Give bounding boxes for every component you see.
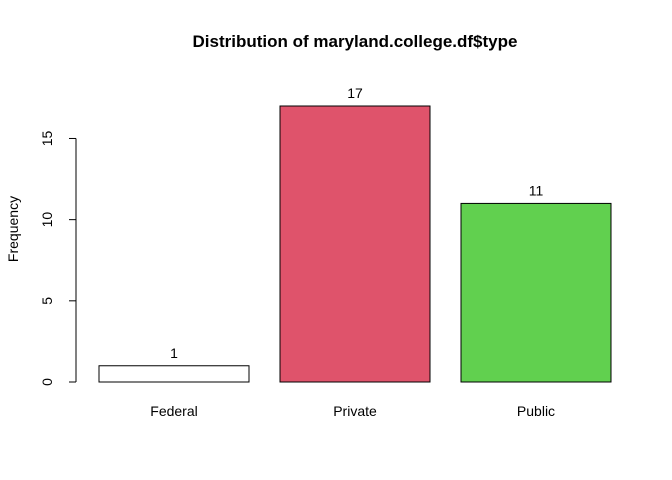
x-tick-label-private: Private [333, 403, 377, 419]
bars [98, 105, 612, 383]
bar-private [279, 105, 431, 383]
y-tick-label: 10 [39, 212, 55, 228]
bar-value-label-federal: 1 [170, 345, 178, 361]
y-ticks: 0 5 10 15 [39, 130, 76, 386]
y-tick-label: 15 [39, 130, 55, 146]
bar-public [460, 202, 612, 383]
y-tick-label: 0 [39, 378, 55, 386]
x-tick-label-public: Public [517, 403, 555, 419]
x-tick-labels: Federal Private Public [150, 403, 555, 419]
bar-federal [98, 365, 250, 383]
chart-title: Distribution of maryland.college.df$type [193, 32, 518, 51]
y-tick-label: 5 [39, 297, 55, 305]
bar-value-label-private: 17 [347, 85, 363, 101]
bar-value-label-public: 11 [529, 182, 544, 198]
bar-value-labels: 1 17 11 [170, 85, 543, 361]
x-tick-label-federal: Federal [150, 403, 197, 419]
y-axis-label: Frequency [5, 196, 21, 262]
y-axis: 0 5 10 15 [39, 130, 77, 386]
